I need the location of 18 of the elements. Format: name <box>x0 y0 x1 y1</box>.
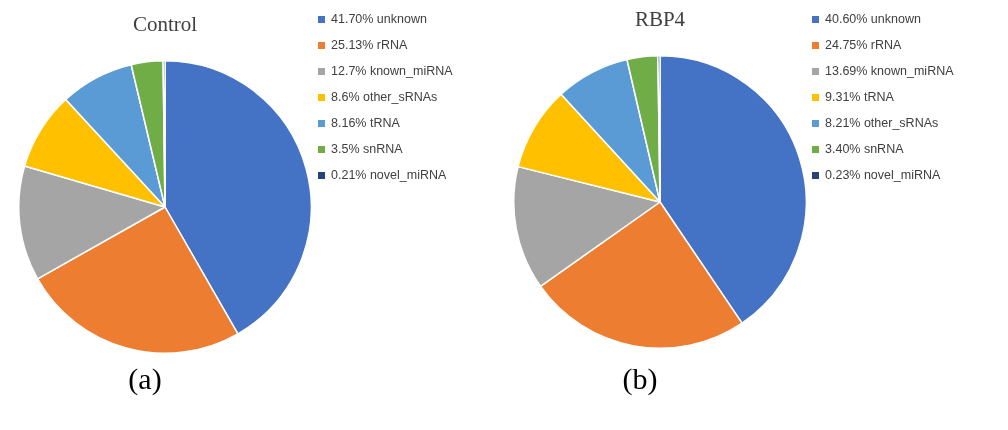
legend-label: 13.69% known_miRNA <box>825 64 954 78</box>
text: (a) <box>127 362 163 396</box>
legend-label: 41.70% unknown <box>331 12 427 26</box>
chart-title: RBP4 <box>633 7 687 32</box>
chart-title: Control <box>131 12 199 37</box>
legend-label: 3.5% snRNA <box>331 142 403 156</box>
legend-label: 12.7% known_miRNA <box>331 64 453 78</box>
text: (b) <box>621 362 659 396</box>
legend-label: 3.40% snRNA <box>825 142 904 156</box>
legend-label: 24.75% rRNA <box>825 38 902 52</box>
legend-label: 25.13% rRNA <box>331 38 408 52</box>
legend-label: 9.31% tRNA <box>825 90 894 104</box>
legend-label: 8.6% other_sRNAs <box>331 90 438 104</box>
legend-label: 8.16% tRNA <box>331 116 400 130</box>
legend-label: 0.23% novel_miRNA <box>825 168 941 182</box>
legend-label: 0.21% novel_miRNA <box>331 168 447 182</box>
legend-label: 8.21% other_sRNAs <box>825 116 939 130</box>
legend-label: 40.60% unknown <box>825 12 921 26</box>
